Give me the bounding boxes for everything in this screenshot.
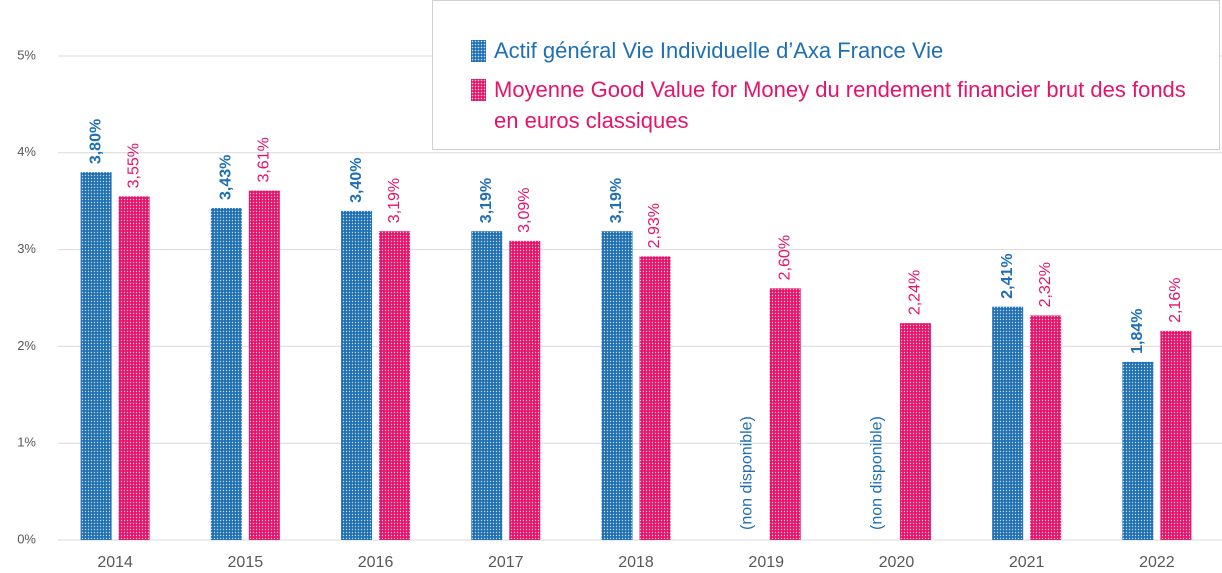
legend-label: Moyenne Good Value for Money du rendemen… xyxy=(494,77,1186,133)
x-tick-label: 2016 xyxy=(358,554,394,571)
x-tick-label: 2015 xyxy=(228,554,264,571)
data-label: 2,41% xyxy=(999,253,1016,298)
y-tick-label: 2% xyxy=(17,338,36,353)
unavailable-label: (non disponible) xyxy=(869,416,886,530)
x-tick-label: 2019 xyxy=(748,554,784,571)
legend-swatch xyxy=(471,40,486,62)
data-label: 3,19% xyxy=(386,178,403,223)
x-tick-label: 2021 xyxy=(1009,554,1045,571)
legend-item: Moyenne Good Value for Money du rendemen… xyxy=(471,74,1199,136)
data-label: 2,24% xyxy=(907,270,924,315)
bar xyxy=(1030,315,1062,540)
data-label: 2,60% xyxy=(776,235,793,280)
y-tick-label: 0% xyxy=(17,531,36,546)
bar xyxy=(899,323,931,540)
bar xyxy=(509,240,541,540)
bar xyxy=(1160,330,1192,540)
bar xyxy=(379,231,411,540)
data-label: 2,93% xyxy=(646,203,663,248)
y-tick-label: 4% xyxy=(17,144,36,159)
bar xyxy=(601,231,633,540)
y-tick-label: 5% xyxy=(17,47,36,62)
data-label: 3,40% xyxy=(348,158,365,203)
data-label: 2,16% xyxy=(1167,278,1184,323)
data-label: 2,32% xyxy=(1037,262,1054,307)
legend-swatch xyxy=(471,79,486,101)
data-label: 3,61% xyxy=(256,137,273,182)
bar xyxy=(992,306,1024,540)
bar xyxy=(341,210,373,540)
bar xyxy=(639,256,671,540)
x-tick-label: 2014 xyxy=(97,554,133,571)
legend: Actif général Vie Individuelle d’Axa Fra… xyxy=(432,0,1220,150)
data-label: 1,84% xyxy=(1129,309,1146,354)
data-label: 3,43% xyxy=(218,155,235,200)
y-tick-label: 1% xyxy=(17,435,36,450)
x-tick-label: 2018 xyxy=(618,554,654,571)
data-label: 3,19% xyxy=(608,178,625,223)
x-tick-label: 2017 xyxy=(488,554,524,571)
data-label: 3,55% xyxy=(125,143,142,188)
data-label: 3,09% xyxy=(516,188,533,233)
data-label: 3,19% xyxy=(478,178,495,223)
bar xyxy=(80,172,112,540)
bar xyxy=(118,196,150,541)
x-tick-label: 2022 xyxy=(1139,554,1175,571)
y-tick-label: 3% xyxy=(17,241,36,256)
bar xyxy=(769,288,801,540)
legend-label: Actif général Vie Individuelle d’Axa Fra… xyxy=(494,38,944,63)
unavailable-label: (non disponible) xyxy=(738,416,755,530)
bar xyxy=(471,231,503,540)
bar xyxy=(248,190,280,540)
x-tick-label: 2020 xyxy=(879,554,915,571)
data-label: 3,80% xyxy=(87,119,104,164)
bar xyxy=(1122,361,1154,540)
legend-item: Actif général Vie Individuelle d’Axa Fra… xyxy=(471,35,1199,66)
bar xyxy=(210,207,242,540)
